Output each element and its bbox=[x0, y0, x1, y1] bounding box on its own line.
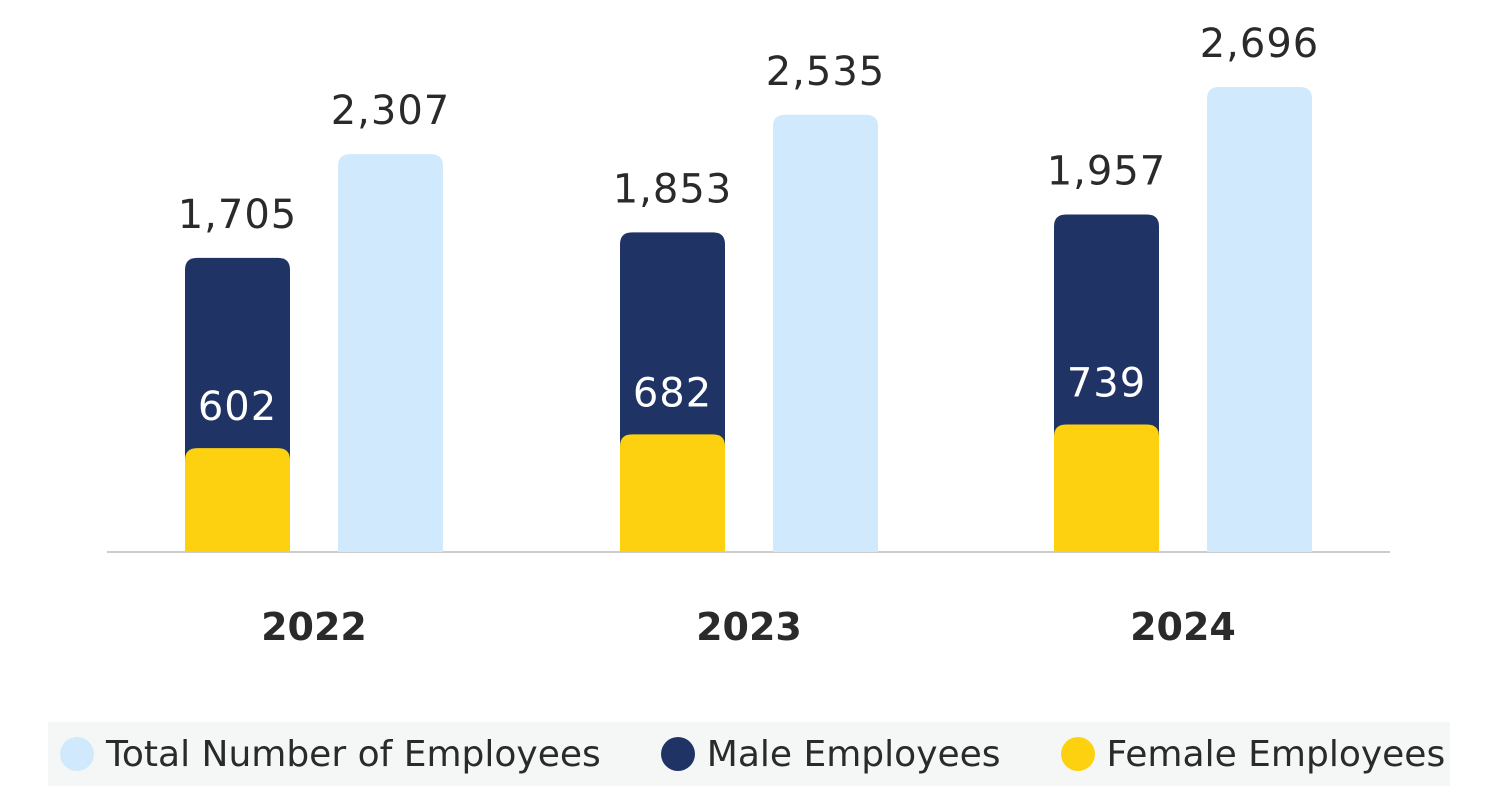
legend-label-total: Total Number of Employees bbox=[106, 733, 601, 775]
label-male-2023: 1,853 bbox=[613, 166, 733, 212]
label-female-2023: 682 bbox=[633, 370, 712, 416]
legend-swatch-female bbox=[1060, 737, 1095, 771]
label-total-2023: 2,535 bbox=[766, 49, 886, 95]
bar-total-2022 bbox=[338, 154, 443, 552]
bar-female-2023 bbox=[620, 434, 725, 552]
label-female-2024: 739 bbox=[1067, 361, 1146, 407]
bar-female-2024 bbox=[1054, 424, 1159, 552]
legend-swatch-male bbox=[660, 737, 695, 771]
label-male-2024: 1,957 bbox=[1047, 148, 1167, 194]
bar-female-2022 bbox=[185, 448, 290, 552]
category-label-2024: 2024 bbox=[1130, 605, 1236, 649]
legend: Total Number of Employees Male Employees… bbox=[48, 722, 1450, 786]
employee-bar-chart: 1,705 2,307 602 2022 1,853 2,535 682 2023 1,957 2… bbox=[107, 21, 1390, 649]
label-total-2022: 2,307 bbox=[331, 88, 451, 134]
legend-label-male: Male Employees bbox=[706, 733, 1001, 775]
legend-label-female: Female Employees bbox=[1106, 733, 1446, 775]
legend-swatch-total bbox=[60, 737, 94, 771]
legend-item-female: Female Employees bbox=[1049, 733, 1446, 775]
label-female-2022: 602 bbox=[198, 384, 277, 430]
category-label-2023: 2023 bbox=[696, 605, 802, 649]
label-male-2022: 1,705 bbox=[178, 192, 298, 238]
legend-item-male: Male Employees bbox=[649, 734, 1001, 775]
bar-total-2023 bbox=[773, 114, 878, 552]
category-label-2022: 2022 bbox=[261, 605, 367, 649]
label-total-2024: 2,696 bbox=[1200, 21, 1320, 67]
legend-item-total: Total Number of Employees bbox=[48, 734, 601, 775]
bar-total-2024 bbox=[1207, 87, 1312, 552]
